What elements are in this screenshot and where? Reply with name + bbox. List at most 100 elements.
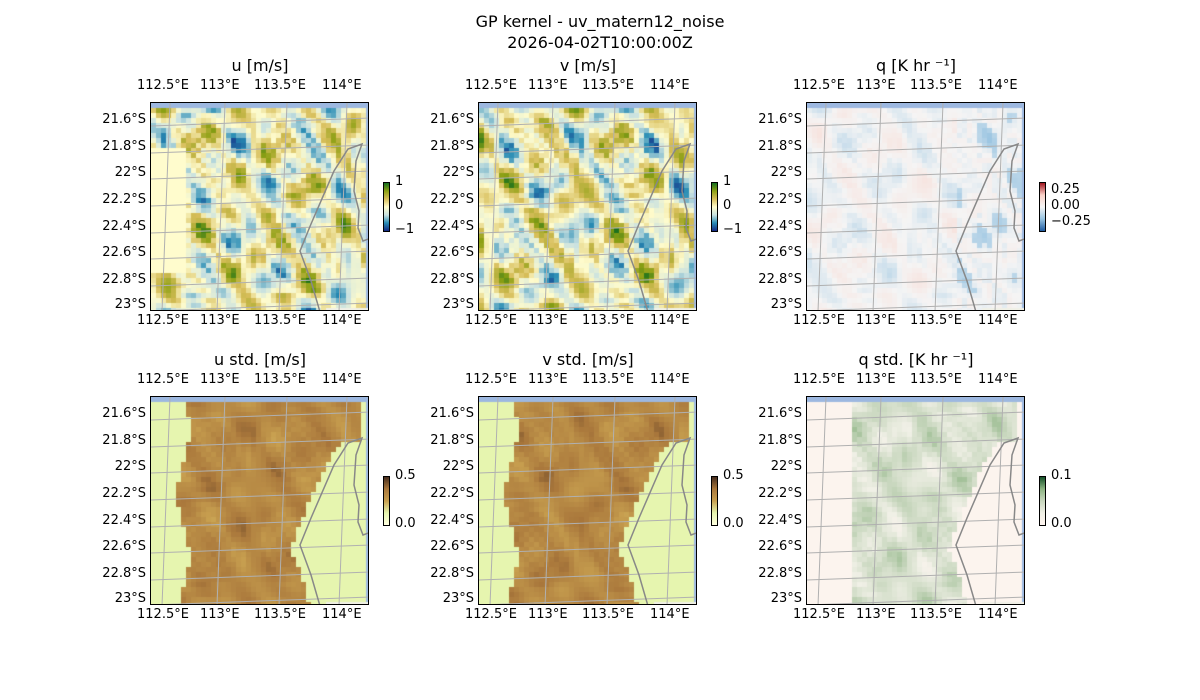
lon-tick-label-bottom: 112.5°E [465, 313, 517, 328]
meridian-gridline [872, 103, 882, 310]
map-panel-0 [150, 102, 369, 311]
coastline [627, 436, 696, 604]
parallel-gridline [807, 544, 1024, 554]
panel-title: v [m/s] [559, 56, 617, 75]
lat-tick-label: 21.6°S [758, 406, 802, 421]
parallel-gridline [479, 571, 696, 581]
meridian-gridline [872, 397, 882, 604]
parallel-gridline [479, 144, 696, 154]
lat-tick-label: 22.6°S [430, 245, 474, 260]
map-overlay [151, 103, 368, 310]
lat-tick-label: 23°S [770, 591, 802, 606]
parallel-gridline [479, 250, 696, 260]
lon-tick-label-top: 112.5°E [137, 372, 189, 387]
meridian-gridline [489, 103, 499, 310]
lat-tick-label: 22.6°S [430, 539, 474, 554]
lon-tick-label-top: 112.5°E [793, 372, 845, 387]
colorbar-tick-label: 0 [395, 198, 404, 213]
lat-tick-label: 22.4°S [430, 513, 474, 528]
coastline [955, 436, 1024, 604]
colorbar-tick-label: −1 [395, 222, 415, 237]
colorbar-tick-label: −1 [723, 222, 743, 237]
meridian-gridline [817, 103, 827, 310]
lat-tick-label: 21.6°S [430, 406, 474, 421]
lon-tick-label-bottom: 114°E [650, 313, 690, 328]
lat-tick-label: 21.6°S [430, 112, 474, 127]
parallel-gridline [807, 117, 1024, 127]
colorbar-tick-label: 0.0 [1051, 516, 1072, 531]
meridian-gridline [489, 397, 499, 604]
lon-tick-label-top: 113°E [200, 372, 240, 387]
parallel-gridline [807, 224, 1024, 234]
lon-tick-label-bottom: 113°E [200, 313, 240, 328]
lon-tick-label-bottom: 114°E [978, 313, 1018, 328]
lon-tick-label-top: 113°E [856, 372, 896, 387]
meridian-gridline [994, 397, 1004, 604]
lat-tick-label: 22°S [442, 459, 474, 474]
parallel-gridline [151, 144, 368, 154]
parallel-gridline [151, 117, 368, 127]
heatmap-field [151, 397, 368, 604]
lon-tick-label-bottom: 112.5°E [465, 607, 517, 622]
parallel-gridline [151, 571, 368, 581]
lat-tick-label: 22.2°S [430, 192, 474, 207]
panel-title: q [K hr ⁻¹] [876, 56, 956, 75]
coastline [627, 142, 696, 310]
colorbar-tick-label: 0 [723, 198, 732, 213]
meridian-gridline [278, 103, 288, 310]
lat-tick-label: 22.6°S [758, 245, 802, 260]
lon-tick-label-bottom: 113°E [528, 313, 568, 328]
parallel-gridline [807, 438, 1024, 448]
lon-tick-label-bottom: 113.5°E [582, 313, 634, 328]
lon-tick-label-top: 114°E [650, 78, 690, 93]
lat-tick-label: 22.8°S [102, 566, 146, 581]
lat-tick-label: 22.6°S [758, 539, 802, 554]
lat-tick-label: 22.2°S [758, 192, 802, 207]
parallel-gridline [151, 438, 368, 448]
lat-tick-label: 22.4°S [758, 513, 802, 528]
parallel-gridline [479, 277, 696, 287]
colorbar [383, 182, 390, 232]
parallel-gridline [151, 544, 368, 554]
panel-title: q std. [K hr ⁻¹] [858, 350, 974, 369]
parallel-gridline [492, 302, 696, 310]
parallel-gridline [807, 411, 1024, 421]
lon-tick-label-bottom: 114°E [650, 607, 690, 622]
lon-tick-label-top: 113.5°E [254, 372, 306, 387]
lon-tick-label-top: 113°E [856, 78, 896, 93]
lat-tick-label: 23°S [114, 297, 146, 312]
lat-tick-label: 21.6°S [102, 406, 146, 421]
colorbar-tick-label: 1 [723, 174, 732, 189]
lat-tick-label: 22.4°S [102, 513, 146, 528]
parallel-gridline [151, 197, 368, 207]
lon-tick-label-bottom: 113°E [528, 607, 568, 622]
colorbar-tick-label: 0.1 [1051, 468, 1072, 483]
meridian-gridline [216, 397, 226, 604]
map-overlay [479, 397, 696, 604]
parallel-gridline [479, 464, 696, 474]
colorbar [711, 182, 718, 232]
lon-tick-label-bottom: 113.5°E [910, 607, 962, 622]
parallel-gridline [479, 544, 696, 554]
heatmap-field [807, 397, 1024, 604]
lat-tick-label: 22.8°S [758, 566, 802, 581]
lat-tick-label: 21.6°S [102, 112, 146, 127]
map-overlay [151, 397, 368, 604]
colorbar [1039, 476, 1046, 526]
lon-tick-label-top: 114°E [322, 78, 362, 93]
lat-tick-label: 22.6°S [102, 539, 146, 554]
lon-tick-label-top: 113°E [528, 78, 568, 93]
lon-tick-label-top: 113°E [200, 78, 240, 93]
lat-tick-label: 21.8°S [758, 139, 802, 154]
colorbar [711, 476, 718, 526]
lon-tick-label-top: 114°E [322, 372, 362, 387]
colorbar [383, 476, 390, 526]
colorbar-tick-label: 0.00 [1051, 198, 1080, 213]
lat-tick-label: 22.4°S [430, 219, 474, 234]
lat-tick-label: 22.2°S [758, 486, 802, 501]
parallel-gridline [479, 438, 696, 448]
colorbar-tick-label: −0.25 [1051, 214, 1091, 229]
parallel-gridline [479, 411, 696, 421]
parallel-gridline [479, 518, 696, 528]
parallel-gridline [807, 250, 1024, 260]
